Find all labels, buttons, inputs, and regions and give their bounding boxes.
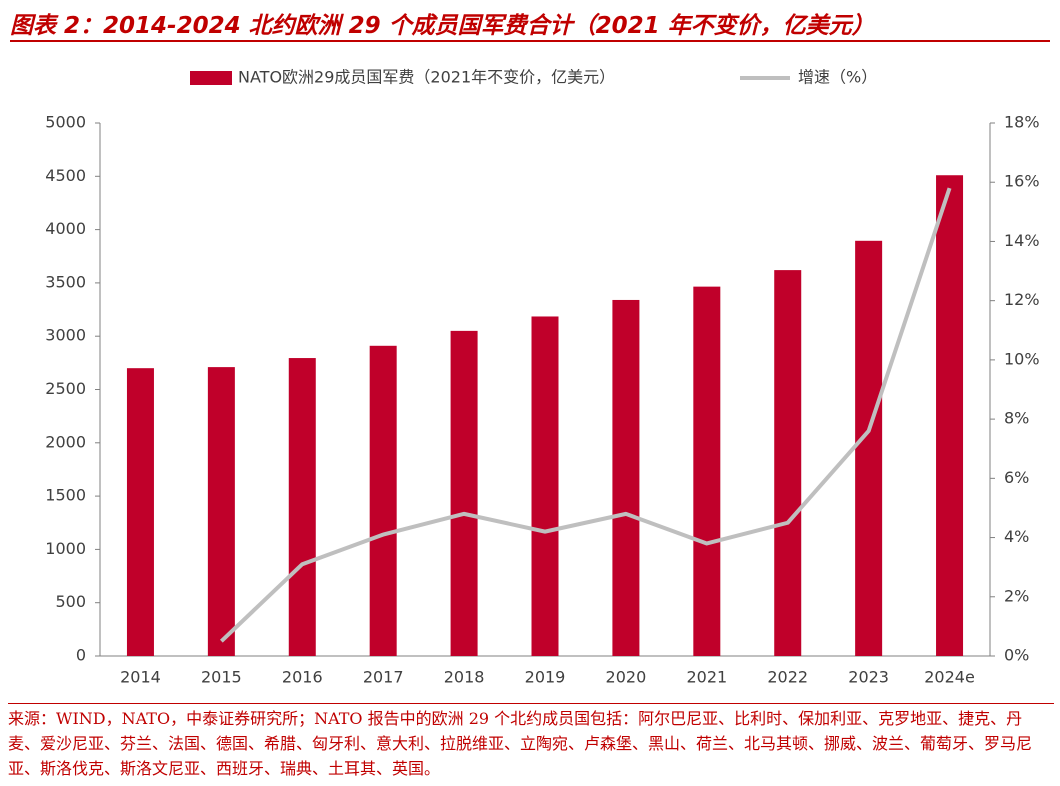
y2-tick-label: 2% — [1004, 586, 1029, 605]
bar — [693, 286, 721, 656]
x-tick-label: 2023 — [848, 668, 889, 687]
y-tick-label: 1000 — [45, 539, 86, 558]
y-tick-label: 4500 — [45, 166, 86, 185]
legend-swatch — [190, 71, 232, 85]
x-tick-label: 2020 — [606, 668, 647, 687]
bar — [855, 240, 883, 656]
bar — [126, 368, 154, 656]
y2-tick-label: 14% — [1004, 231, 1040, 250]
bar — [936, 175, 964, 656]
y2-tick-label: 8% — [1004, 409, 1029, 428]
x-tick-label: 2018 — [444, 668, 485, 687]
bar — [450, 330, 478, 656]
y-tick-label: 0 — [76, 646, 86, 665]
x-tick-label: 2019 — [525, 668, 566, 687]
y-tick-label: 2500 — [45, 379, 86, 398]
source-note: 来源：WIND，NATO，中泰证券研究所；NATO 报告中的欧洲 29 个北约成… — [8, 703, 1054, 781]
y-tick-label: 4000 — [45, 219, 86, 238]
y2-tick-label: 10% — [1004, 349, 1040, 368]
x-tick-label: 2024e — [924, 668, 975, 687]
bar — [288, 358, 316, 656]
y2-tick-label: 0% — [1004, 646, 1029, 665]
legend-label: NATO欧洲29成员国军费（2021年不变价，亿美元） — [238, 68, 615, 87]
y-tick-label: 2000 — [45, 432, 86, 451]
bar — [774, 270, 802, 656]
x-tick-label: 2015 — [201, 668, 242, 687]
y-tick-label: 3000 — [45, 326, 86, 345]
x-tick-label: 2016 — [282, 668, 323, 687]
y-tick-label: 5000 — [45, 113, 86, 132]
x-tick-label: 2021 — [686, 668, 727, 687]
y-tick-label: 500 — [55, 592, 86, 611]
bar — [369, 345, 397, 656]
y2-tick-label: 16% — [1004, 172, 1040, 191]
bar — [612, 299, 640, 656]
bar — [531, 316, 559, 656]
y-tick-label: 3500 — [45, 272, 86, 291]
y2-tick-label: 6% — [1004, 468, 1029, 487]
x-tick-label: 2017 — [363, 668, 404, 687]
bar — [207, 367, 235, 656]
y-tick-label: 1500 — [45, 486, 86, 505]
chart-title: 图表 2：2014-2024 北约欧洲 29 个成员国军费合计（2021 年不变… — [10, 6, 1050, 42]
x-tick-label: 2022 — [767, 668, 808, 687]
line — [219, 187, 952, 643]
x-tick-label: 2014 — [120, 668, 161, 687]
legend-label: 增速（%） — [798, 68, 877, 87]
y2-tick-label: 12% — [1004, 290, 1040, 309]
y2-tick-label: 4% — [1004, 527, 1029, 546]
chart: 0 500 1000 1500 2000 2500 3000 3500 4000 4500 5000… — [45, 68, 1040, 687]
y2-tick-label: 18% — [1004, 113, 1040, 132]
